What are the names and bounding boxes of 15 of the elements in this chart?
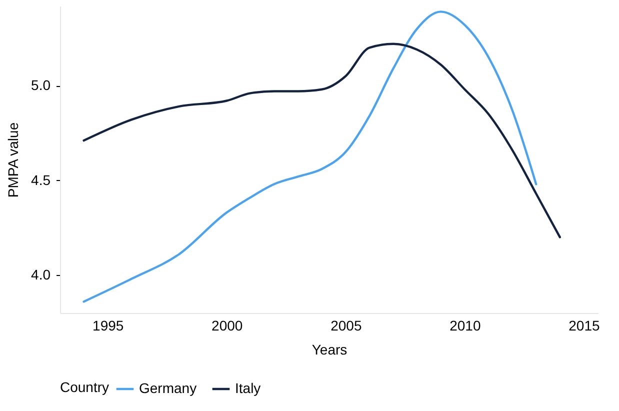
legend-title: Country [60,379,110,395]
x-tick-label: 2010 [450,318,481,334]
x-tick-label: 2005 [330,318,362,334]
x-tick-label: 1995 [92,318,124,334]
legend-label: Italy [235,380,261,396]
y-tick-label: 4.0 [31,266,51,283]
line-series [82,42,562,238]
y-axis-title: PMPA value [5,122,22,198]
line-series [82,10,538,303]
x-tick-label: 2015 [568,318,600,334]
x-axis-title: Years [312,342,348,358]
legend-label: Germany [139,380,197,396]
y-tick-label: 5.0 [31,77,51,94]
y-tick-label: 4.5 [31,172,51,188]
x-tick-label: 2000 [212,318,243,334]
